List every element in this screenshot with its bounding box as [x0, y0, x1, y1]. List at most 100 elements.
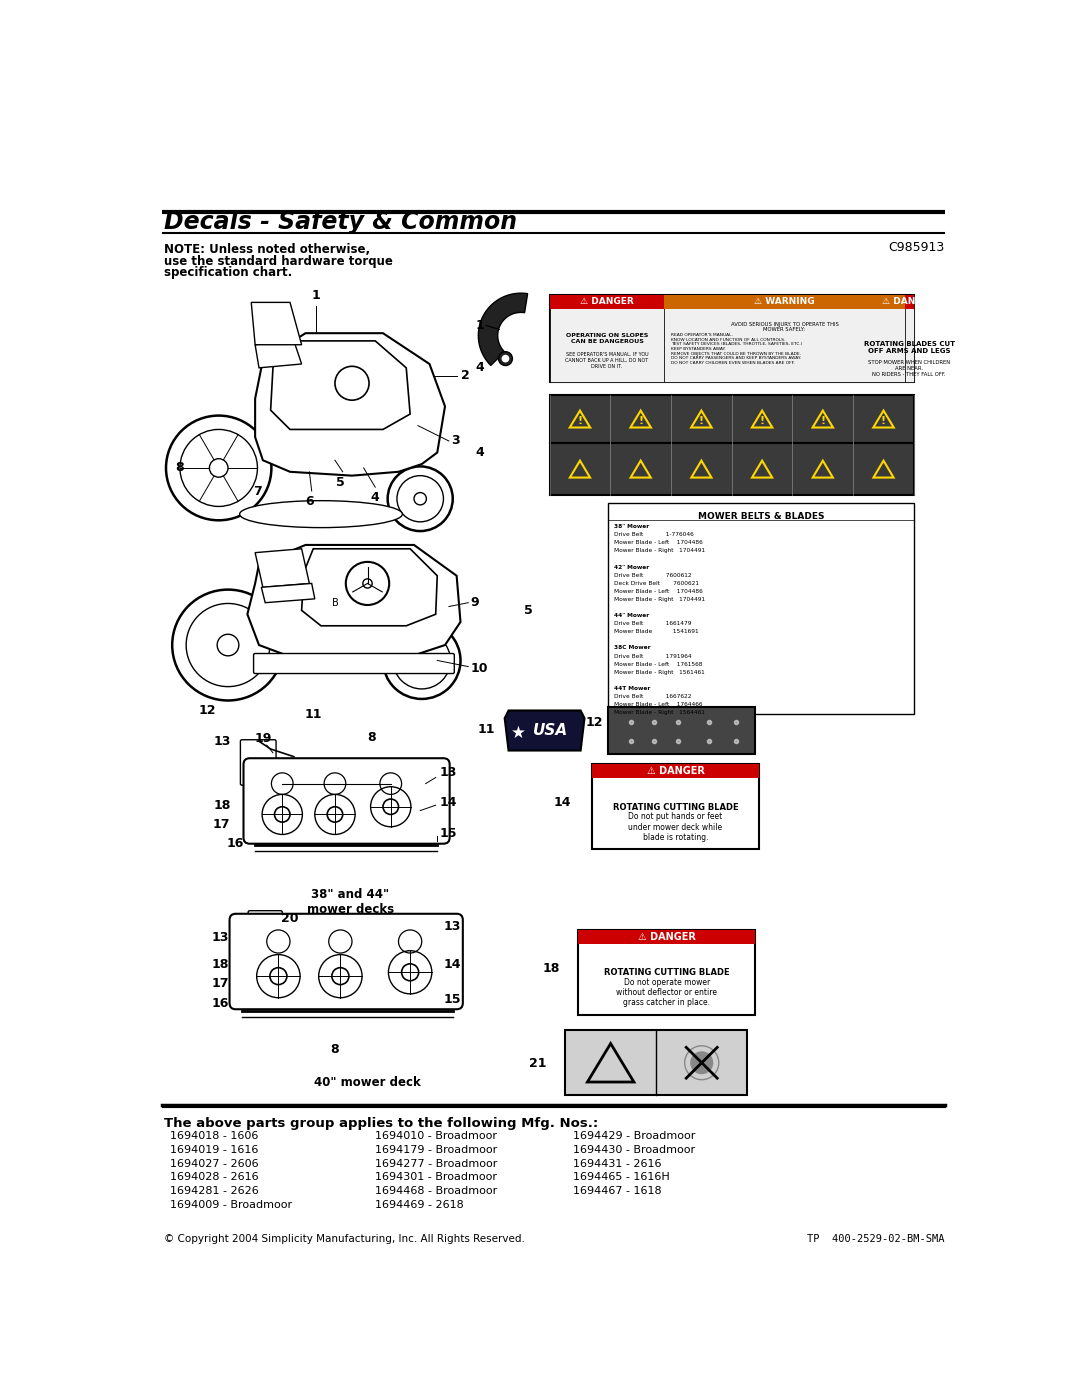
Text: ⚠ DANGER: ⚠ DANGER: [637, 932, 696, 942]
Text: Drive Belt            1667622: Drive Belt 1667622: [613, 694, 691, 698]
Bar: [550, 395, 914, 443]
Text: 5: 5: [524, 604, 532, 617]
Bar: [608, 503, 914, 714]
Text: 1694467 - 1618: 1694467 - 1618: [572, 1186, 661, 1196]
Text: Mower Blade - Right   1564461: Mower Blade - Right 1564461: [613, 710, 705, 715]
Text: 38C Mower: 38C Mower: [613, 645, 650, 651]
Text: 40" mower deck: 40" mower deck: [314, 1076, 421, 1090]
Ellipse shape: [240, 500, 403, 528]
Text: 11: 11: [305, 708, 322, 721]
Text: 18: 18: [212, 958, 229, 971]
Circle shape: [499, 352, 512, 366]
Text: 1694028 - 2616: 1694028 - 2616: [170, 1172, 258, 1182]
Text: 3: 3: [451, 434, 460, 447]
FancyBboxPatch shape: [248, 911, 282, 951]
Text: Drive Belt            1661479: Drive Belt 1661479: [613, 622, 691, 626]
Bar: [592, 764, 759, 778]
Text: 6: 6: [305, 495, 313, 509]
Text: 8: 8: [176, 461, 185, 475]
Polygon shape: [252, 302, 301, 345]
Text: Drive Belt            7600612: Drive Belt 7600612: [613, 573, 691, 578]
Text: ⚠ WARNING: ⚠ WARNING: [754, 298, 814, 306]
FancyBboxPatch shape: [243, 759, 449, 844]
Text: 38" Mower: 38" Mower: [613, 524, 649, 529]
Text: Drive Belt            1-776046: Drive Belt 1-776046: [613, 532, 693, 538]
Text: !: !: [820, 416, 825, 426]
Text: ROTATING BLADES CUT
OFF ARMS AND LEGS: ROTATING BLADES CUT OFF ARMS AND LEGS: [864, 341, 955, 353]
Text: !: !: [578, 416, 582, 426]
Bar: [550, 295, 664, 309]
Text: 11: 11: [477, 724, 495, 736]
Text: OPERATING ON SLOPES
CAN BE DANGEROUS: OPERATING ON SLOPES CAN BE DANGEROUS: [566, 334, 648, 344]
Text: 8: 8: [330, 1042, 339, 1056]
Text: 1694179 - Broadmoor: 1694179 - Broadmoor: [375, 1144, 498, 1155]
Text: 14: 14: [554, 796, 571, 809]
Polygon shape: [255, 549, 309, 587]
Text: 14: 14: [440, 796, 457, 809]
Text: Mower Blade - Right   1704491: Mower Blade - Right 1704491: [613, 549, 705, 553]
Circle shape: [501, 355, 510, 362]
Text: ⚠ DANGER: ⚠ DANGER: [580, 298, 634, 306]
Polygon shape: [261, 584, 314, 602]
FancyBboxPatch shape: [230, 914, 463, 1009]
Text: 1694018 - 1606: 1694018 - 1606: [170, 1132, 258, 1141]
Text: 17: 17: [213, 819, 230, 831]
Text: 13: 13: [440, 766, 457, 778]
Text: 5: 5: [336, 475, 345, 489]
Text: ⚠ DANGER: ⚠ DANGER: [647, 767, 704, 777]
Text: 15: 15: [440, 827, 457, 840]
Text: 1694468 - Broadmoor: 1694468 - Broadmoor: [375, 1186, 498, 1196]
Text: MOWER BELTS & BLADES: MOWER BELTS & BLADES: [698, 511, 824, 521]
Bar: [578, 930, 755, 944]
Text: 14: 14: [444, 958, 461, 971]
Polygon shape: [504, 711, 584, 750]
Text: 12: 12: [585, 715, 604, 729]
Text: 1694277 - Broadmoor: 1694277 - Broadmoor: [375, 1158, 498, 1169]
Text: ⚠ DANGER: ⚠ DANGER: [882, 298, 936, 306]
Text: 1694430 - Broadmoor: 1694430 - Broadmoor: [572, 1144, 696, 1155]
Text: NOTE: Unless noted otherwise,: NOTE: Unless noted otherwise,: [164, 243, 370, 256]
Bar: [550, 295, 914, 381]
Text: Deck Drive Belt       7600621: Deck Drive Belt 7600621: [613, 581, 699, 585]
Text: The above parts group applies to the following Mfg. Nos.:: The above parts group applies to the fol…: [164, 1118, 598, 1130]
Text: 1694431 - 2616: 1694431 - 2616: [572, 1158, 661, 1169]
Text: 20: 20: [281, 912, 299, 925]
Text: !: !: [638, 416, 644, 426]
Text: 1694010 - Broadmoor: 1694010 - Broadmoor: [375, 1132, 497, 1141]
Text: 2: 2: [460, 369, 469, 381]
Text: 13: 13: [212, 932, 229, 944]
Bar: [664, 295, 905, 309]
Text: 13: 13: [214, 735, 231, 747]
Text: B: B: [332, 598, 338, 608]
Text: Mower Blade - Left    1704486: Mower Blade - Left 1704486: [613, 541, 703, 545]
Text: 1: 1: [475, 319, 484, 332]
Text: 10: 10: [471, 662, 488, 675]
Text: 12: 12: [199, 704, 216, 717]
Text: 19: 19: [254, 732, 271, 746]
Text: 15: 15: [444, 993, 461, 1006]
Bar: [905, 295, 914, 381]
Text: 1694019 - 1616: 1694019 - 1616: [170, 1144, 258, 1155]
Text: 42" Mower: 42" Mower: [613, 564, 649, 570]
Text: 44" Mower: 44" Mower: [613, 613, 649, 617]
Polygon shape: [255, 334, 445, 475]
Text: 44T Mower: 44T Mower: [613, 686, 650, 692]
Text: AVOID SERIOUS INJURY. TO OPERATE THIS
MOWER SAFELY:: AVOID SERIOUS INJURY. TO OPERATE THIS MO…: [730, 321, 838, 332]
Bar: [565, 1030, 747, 1095]
Bar: [578, 930, 755, 1014]
Text: 7: 7: [253, 485, 261, 497]
Text: 38" and 44"
mower decks: 38" and 44" mower decks: [307, 887, 394, 915]
Text: ROTATING CUTTING BLADE: ROTATING CUTTING BLADE: [612, 803, 739, 812]
Text: Mower Blade           1541691: Mower Blade 1541691: [613, 629, 699, 634]
Text: 1694465 - 1616H: 1694465 - 1616H: [572, 1172, 670, 1182]
Text: USA: USA: [534, 724, 568, 738]
Text: 1694429 - Broadmoor: 1694429 - Broadmoor: [572, 1132, 696, 1141]
Text: 1694281 - 2626: 1694281 - 2626: [170, 1186, 258, 1196]
Text: Mower Blade - Left    1764466: Mower Blade - Left 1764466: [613, 703, 702, 707]
Text: Do not put hands or feet
under mower deck while
blade is rotating.: Do not put hands or feet under mower dec…: [629, 812, 723, 842]
Text: C985913: C985913: [889, 240, 945, 254]
Text: 18: 18: [542, 963, 559, 975]
FancyBboxPatch shape: [241, 740, 276, 785]
Bar: [592, 764, 759, 849]
Text: 17: 17: [212, 978, 229, 990]
